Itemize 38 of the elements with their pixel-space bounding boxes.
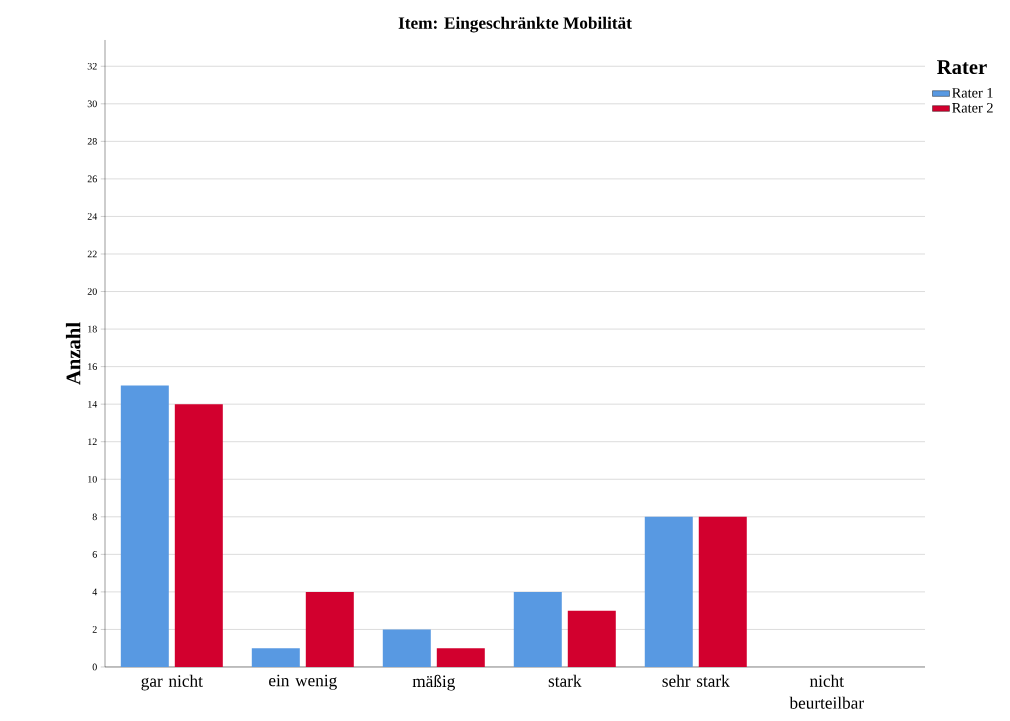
y-tick-label: 2 bbox=[92, 626, 97, 633]
y-tick-label: 4 bbox=[92, 588, 98, 596]
y-tick-label: 8 bbox=[92, 513, 97, 521]
bar bbox=[644, 516, 693, 667]
y-tick-label: 26 bbox=[87, 175, 97, 183]
bar bbox=[436, 648, 485, 667]
bar bbox=[567, 610, 616, 667]
legend-label: Rater 2 bbox=[952, 103, 993, 113]
y-tick-label: 20 bbox=[87, 288, 97, 295]
y-tick-label: 18 bbox=[88, 325, 97, 333]
y-tick-label: 30 bbox=[87, 100, 97, 108]
y-axis-title: Anzahl bbox=[65, 322, 81, 385]
bar bbox=[513, 591, 562, 667]
y-tick-label: 16 bbox=[88, 363, 97, 370]
chart-title: Item: Eingeschränkte Mobilität bbox=[398, 16, 632, 33]
y-tick-label: 6 bbox=[92, 551, 97, 558]
bar bbox=[698, 516, 747, 667]
y-tick-label: 24 bbox=[87, 213, 98, 220]
x-tick-label: ein wenig bbox=[269, 674, 337, 690]
y-tick-label: 0 bbox=[92, 663, 97, 671]
y-tick-label: 22 bbox=[87, 250, 97, 258]
x-tick-label: mäßig bbox=[412, 674, 455, 691]
legend-title: Rater bbox=[937, 60, 987, 75]
x-tick-label: stark bbox=[548, 674, 582, 687]
x-tick-label: gar nicht bbox=[141, 674, 203, 691]
y-tick-label: 12 bbox=[88, 438, 97, 446]
bar bbox=[305, 591, 354, 667]
legend-label: Rater 1 bbox=[952, 88, 993, 98]
bar bbox=[382, 629, 431, 667]
y-tick-label: 10 bbox=[88, 475, 97, 483]
y-tick-label: 32 bbox=[87, 62, 97, 70]
y-tick-label: 14 bbox=[88, 400, 98, 408]
x-tick-label: sehr stark bbox=[662, 674, 730, 687]
bar bbox=[120, 385, 169, 667]
bar bbox=[174, 404, 223, 667]
y-tick-label: 28 bbox=[87, 137, 97, 145]
bar bbox=[251, 648, 300, 667]
x-tick-label: nicht beurteilbar bbox=[789, 674, 864, 709]
